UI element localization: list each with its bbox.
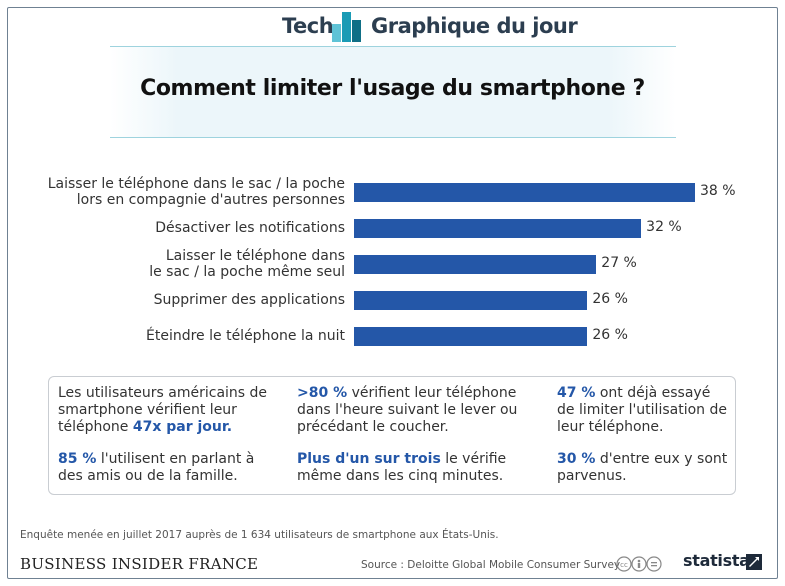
chart-title: Comment limiter l'usage du smartphone ? xyxy=(140,76,645,101)
bar-label-line: lors en compagnie d'autres personnes xyxy=(76,192,345,208)
fact-text: vérifient leur téléphone dans l'heure su… xyxy=(297,385,518,435)
fact-item: 47 % ont déjà essayé de limiter l'utilis… xyxy=(557,385,732,436)
bar-chart: Laisser le téléphone dans le sac / la po… xyxy=(0,170,785,360)
bar-label-line: Éteindre le téléphone la nuit xyxy=(146,328,345,344)
fact-item: 30 % d'entre eux y sont parvenus. xyxy=(557,451,732,485)
fact-highlight: 85 % xyxy=(58,451,97,467)
fact-highlight: 30 % xyxy=(557,451,596,467)
statista-logo: statista xyxy=(683,551,750,570)
fact-item: Plus d'un sur trois le vérifie même dans… xyxy=(297,451,522,485)
bar-value-label: 26 % xyxy=(592,291,628,307)
fact-highlight: 47x par jour. xyxy=(132,419,233,435)
fact-item: Les utilisateurs américains de smartphon… xyxy=(58,385,273,436)
bar-label-line: Supprimer des applications xyxy=(153,292,345,308)
fact-highlight: Plus d'un sur trois xyxy=(297,451,441,467)
statista-logo-icon xyxy=(746,554,762,570)
bar-label-line: Désactiver les notifications xyxy=(155,220,345,236)
fact-text: l'utilisent en parlant à des amis ou de … xyxy=(58,451,255,484)
bar-label: Éteindre le téléphone la nuit xyxy=(146,328,345,344)
infographic-frame xyxy=(7,7,778,579)
bar xyxy=(354,255,597,274)
bar-logo-icon xyxy=(332,12,361,42)
creative-commons-icon: cc xyxy=(616,556,662,572)
facts-box: Les utilisateurs américains de smartphon… xyxy=(48,376,736,495)
svg-text:cc: cc xyxy=(620,561,628,569)
fact-item: 85 % l'utilisent en parlant à des amis o… xyxy=(58,451,273,485)
bar-value-label: 32 % xyxy=(646,219,682,235)
fact-text: le vérifie même dans les cinq minutes. xyxy=(297,451,507,484)
bar-value-label: 38 % xyxy=(700,183,736,199)
fact-highlight: >80 % xyxy=(297,385,348,401)
bar-value-label: 27 % xyxy=(601,255,637,271)
bar-label-line: Laisser le téléphone dans xyxy=(165,248,345,264)
header-graphique-label: Graphique du jour xyxy=(371,14,578,38)
bar-label: Laisser le téléphone dans le sac / la po… xyxy=(48,176,345,208)
bar-label: Désactiver les notifications xyxy=(155,220,345,236)
survey-note: Enquête menée en juillet 2017 auprès de … xyxy=(20,529,499,541)
bar-label-line: Laisser le téléphone dans le sac / la po… xyxy=(47,176,345,192)
bar-value-label: 26 % xyxy=(592,327,628,343)
bar xyxy=(354,291,588,310)
fact-text: ont déjà essayé de limiter l'utilisation… xyxy=(557,385,727,435)
bar xyxy=(354,327,588,346)
bar-label: Supprimer des applications xyxy=(154,292,345,308)
bar xyxy=(354,183,695,202)
header-tech-label: Tech xyxy=(282,14,334,38)
fact-text: Les utilisateurs américains de smartphon… xyxy=(58,385,268,435)
bar-label-line: le sac / la poche même seul xyxy=(149,264,345,280)
source-text: Source : Deloitte Global Mobile Consumer… xyxy=(361,559,621,571)
bar xyxy=(354,219,642,238)
bar-label: Laisser le téléphone dans le sac / la poc… xyxy=(149,248,345,280)
fact-item: >80 % vérifient leur téléphone dans l'he… xyxy=(297,385,522,436)
title-band xyxy=(110,46,676,138)
header: Tech Graphique du jour xyxy=(0,12,785,46)
fact-text: d'entre eux y sont parvenus. xyxy=(557,451,728,484)
fact-highlight: 47 % xyxy=(557,385,596,401)
business-insider-logo: BUSINESS INSIDER FRANCE xyxy=(20,555,259,573)
